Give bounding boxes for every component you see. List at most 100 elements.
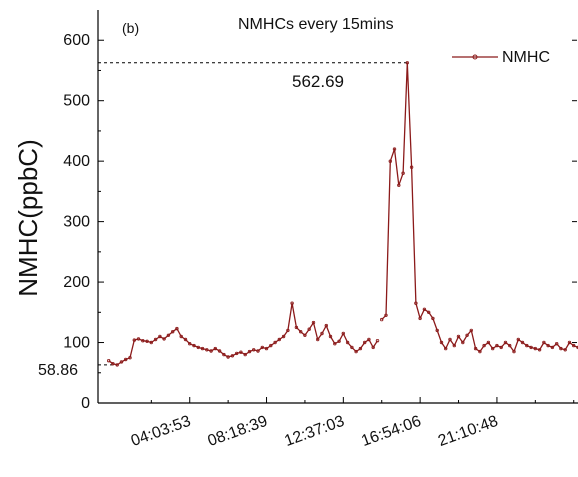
y-tick-label: 600 bbox=[63, 32, 90, 49]
x-tick-label: 08:18:39 bbox=[206, 413, 270, 450]
data-point bbox=[401, 171, 405, 175]
data-point bbox=[209, 349, 213, 353]
data-point bbox=[363, 340, 367, 345]
data-point bbox=[537, 348, 542, 352]
data-point bbox=[375, 339, 380, 343]
data-point bbox=[486, 340, 491, 345]
data-point bbox=[179, 334, 183, 339]
data-point bbox=[452, 343, 456, 348]
data-point bbox=[123, 357, 128, 362]
x-tick-label: 16:54:06 bbox=[359, 413, 423, 450]
data-point bbox=[555, 342, 559, 346]
axes-layer bbox=[97, 10, 578, 404]
data-point bbox=[525, 343, 529, 348]
data-point bbox=[422, 307, 427, 311]
data-point bbox=[563, 348, 567, 352]
data-point bbox=[444, 346, 448, 351]
data-point bbox=[367, 337, 371, 342]
data-point bbox=[222, 352, 226, 357]
series-line-nmhc-segment-2 bbox=[381, 62, 578, 353]
data-point bbox=[328, 334, 333, 339]
data-point bbox=[533, 346, 537, 351]
y-tick-label: 400 bbox=[63, 153, 90, 170]
data-point bbox=[111, 362, 115, 366]
data-point bbox=[132, 338, 136, 342]
data-point bbox=[546, 343, 550, 348]
data-point bbox=[226, 355, 230, 359]
data-point bbox=[345, 340, 350, 345]
data-point bbox=[170, 330, 175, 334]
data-point bbox=[162, 337, 166, 341]
data-point bbox=[491, 346, 495, 351]
text-layer: (b) NMHCs every 15mins NMHC(ppbC) 562.69… bbox=[13, 16, 500, 450]
y-tick-label: 200 bbox=[63, 274, 90, 291]
data-point bbox=[512, 349, 516, 354]
series-layer bbox=[106, 61, 578, 367]
data-point bbox=[371, 345, 375, 350]
data-point bbox=[307, 327, 311, 331]
data-point bbox=[499, 345, 503, 350]
data-point bbox=[439, 340, 444, 345]
data-point bbox=[175, 326, 179, 331]
data-point bbox=[269, 343, 273, 348]
data-point bbox=[149, 340, 153, 345]
data-point bbox=[542, 340, 546, 345]
data-point bbox=[550, 345, 555, 350]
data-point bbox=[196, 345, 200, 350]
y-tick-label: 500 bbox=[63, 93, 90, 110]
data-point bbox=[478, 349, 482, 354]
data-point bbox=[324, 323, 328, 328]
data-point bbox=[277, 337, 281, 342]
data-point bbox=[495, 343, 499, 348]
data-point bbox=[213, 346, 217, 351]
legend-entry-nmhc: NMHC bbox=[502, 49, 550, 66]
x-tick-label: 12:37:03 bbox=[282, 413, 346, 450]
data-point bbox=[264, 346, 269, 351]
chart-title: NMHCs every 15mins bbox=[238, 16, 394, 33]
data-point bbox=[567, 340, 572, 345]
data-point bbox=[200, 346, 205, 351]
y-tick-label: 300 bbox=[63, 214, 90, 231]
data-point bbox=[469, 328, 473, 333]
data-point bbox=[320, 331, 324, 336]
data-point bbox=[520, 340, 525, 345]
data-point bbox=[482, 343, 486, 348]
legend-marker bbox=[472, 54, 478, 60]
data-point bbox=[465, 333, 469, 337]
data-point bbox=[273, 340, 277, 345]
data-point bbox=[384, 313, 388, 317]
series-line-nmhc-segment-1 bbox=[108, 302, 379, 366]
data-point bbox=[145, 339, 149, 343]
data-point bbox=[405, 61, 409, 65]
data-point bbox=[503, 340, 508, 345]
data-point bbox=[243, 352, 247, 357]
data-point bbox=[251, 348, 256, 352]
data-point bbox=[119, 360, 124, 364]
data-point bbox=[183, 337, 188, 342]
data-point bbox=[217, 349, 222, 353]
y-tick-label: 100 bbox=[63, 335, 90, 352]
data-point bbox=[572, 343, 576, 348]
data-point bbox=[136, 337, 141, 341]
data-point bbox=[187, 342, 192, 346]
data-point bbox=[333, 342, 337, 346]
data-point bbox=[106, 359, 111, 363]
data-point bbox=[350, 345, 354, 350]
legend: NMHC bbox=[452, 49, 550, 66]
x-tick-label: 04:03:53 bbox=[129, 413, 193, 450]
y-axis-label: NMHC(ppbC) bbox=[13, 139, 43, 296]
data-point bbox=[529, 345, 533, 350]
data-point bbox=[192, 343, 196, 348]
data-point bbox=[303, 333, 307, 337]
max-annotation: 562.69 bbox=[292, 72, 344, 91]
data-point bbox=[341, 331, 345, 336]
data-point bbox=[435, 328, 439, 333]
data-point bbox=[239, 350, 243, 354]
data-point bbox=[115, 363, 119, 367]
panel-label: (b) bbox=[122, 20, 139, 36]
data-point bbox=[456, 334, 461, 339]
data-point bbox=[128, 356, 132, 360]
data-point bbox=[247, 349, 252, 354]
data-point bbox=[294, 325, 299, 330]
